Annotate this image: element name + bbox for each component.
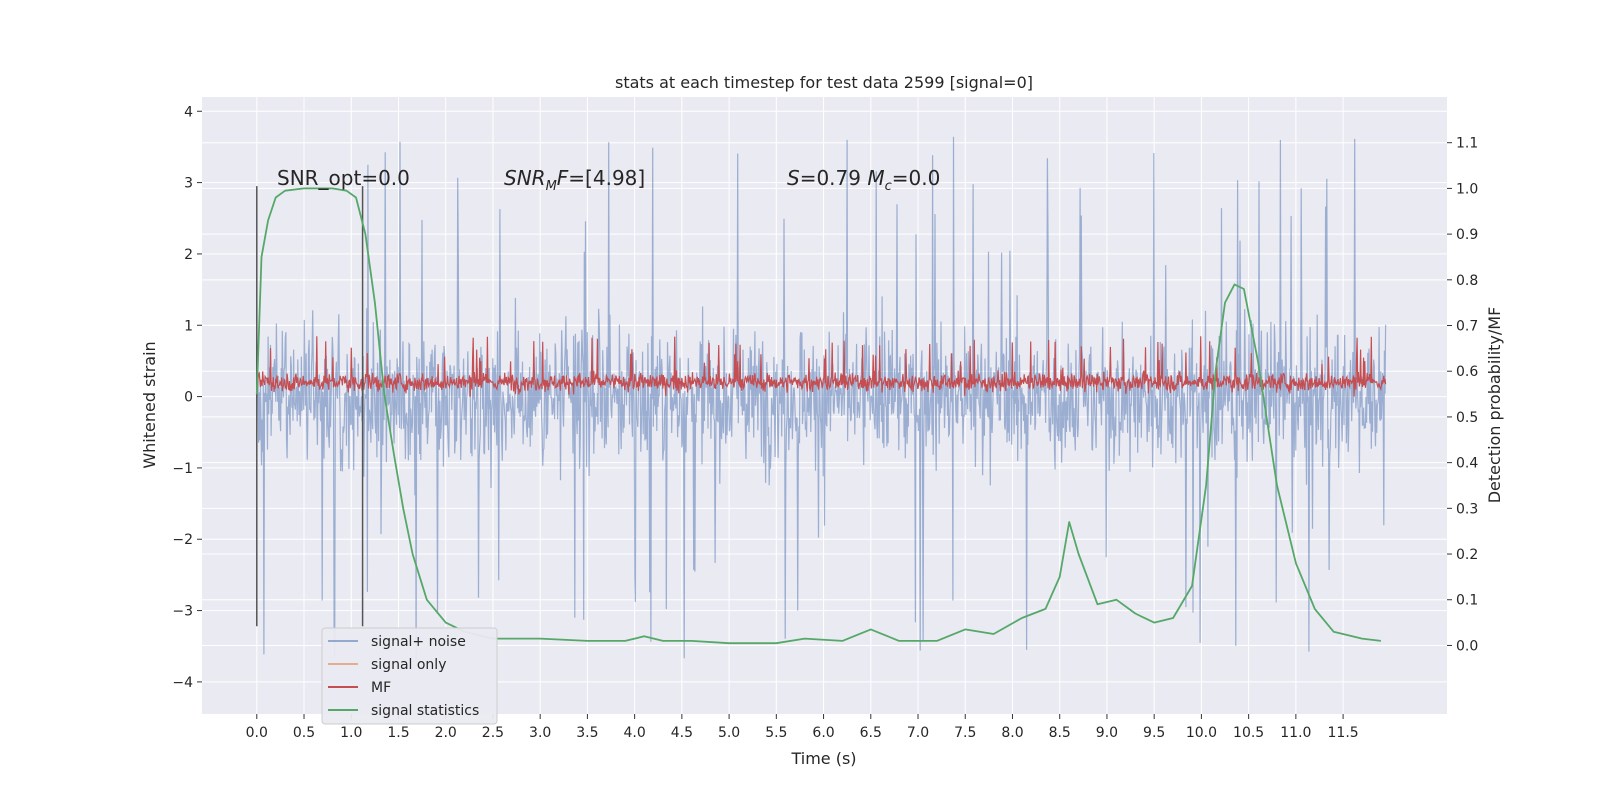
legend-label-mf: MF xyxy=(371,680,391,696)
y-tick-label: 1 xyxy=(184,318,193,334)
legend-label-signal-only: signal only xyxy=(371,657,446,673)
y2-tick-label: 0.3 xyxy=(1456,501,1478,517)
annotation-snr-opt: SNR_opt=0.0 xyxy=(277,166,410,190)
y-tick-label: −1 xyxy=(172,461,193,477)
y-tick-label: −3 xyxy=(172,604,193,620)
x-tick-label: 6.5 xyxy=(860,725,882,741)
y2-tick-label: 0.1 xyxy=(1456,593,1478,609)
signal-statistics-line xyxy=(255,187,1382,645)
y2-tick-label: 0.8 xyxy=(1456,273,1478,289)
legend-label-signal-statistics: signal statistics xyxy=(371,703,479,719)
y-tick-label: −2 xyxy=(172,532,193,548)
y-axis-label: Whitened strain xyxy=(140,341,159,468)
x-tick-label: 11.5 xyxy=(1328,725,1359,741)
x-tick-label: 0.5 xyxy=(293,725,315,741)
x-tick-label: 4.0 xyxy=(623,725,645,741)
x-tick-label: 2.0 xyxy=(435,725,457,741)
y2-tick-label: 0.9 xyxy=(1456,227,1478,243)
x-tick-label: 11.0 xyxy=(1280,725,1311,741)
legend: signal+ noise signal only MF signal stat… xyxy=(321,627,498,725)
chart-title: stats at each timestep for test data 259… xyxy=(615,73,1033,92)
y-tick-label: 3 xyxy=(184,176,193,192)
series-signal-statistics xyxy=(255,187,1382,645)
legend-entry-signal-noise: signal+ noise xyxy=(328,634,466,650)
x-tick-label: 2.5 xyxy=(482,725,504,741)
x-tick-label: 4.5 xyxy=(671,725,693,741)
x-tick-label: 3.0 xyxy=(529,725,551,741)
legend-entry-signal-statistics: signal statistics xyxy=(328,703,479,719)
x-tick-label: 0.0 xyxy=(246,725,268,741)
series-signal-noise xyxy=(256,136,1387,660)
y2-tick-label: 0.4 xyxy=(1456,456,1478,472)
y-axis-right: 1.1 1.0 0.9 0.8 0.7 0.6 0.5 0.4 0.3 0.2 0.1 0.0 xyxy=(1447,136,1478,654)
y2-tick-label: 0.5 xyxy=(1456,410,1478,426)
legend-label-signal-noise: signal+ noise xyxy=(371,634,466,650)
x-tick-label: 5.5 xyxy=(765,725,787,741)
series-mf xyxy=(256,336,1387,397)
x-tick-label: 10.0 xyxy=(1186,725,1217,741)
y2-tick-label: 0.2 xyxy=(1456,547,1478,563)
y2-tick-label: 0.7 xyxy=(1456,319,1478,335)
x-tick-label: 10.5 xyxy=(1233,725,1264,741)
y-tick-label: 0 xyxy=(184,390,193,406)
x-tick-label: 5.0 xyxy=(718,725,740,741)
y2-tick-label: 1.1 xyxy=(1456,136,1478,152)
signal-noise-line xyxy=(256,136,1387,660)
y2-tick-label: 0.6 xyxy=(1456,364,1478,380)
x-tick-label: 9.5 xyxy=(1143,725,1165,741)
x-tick-label: 1.0 xyxy=(340,725,362,741)
x-tick-label: 1.5 xyxy=(387,725,409,741)
y-tick-label: −4 xyxy=(172,675,193,691)
x-tick-label: 9.0 xyxy=(1096,725,1118,741)
annotation-snr-mf: SNRMF=[4.98] xyxy=(504,166,645,194)
legend-box xyxy=(321,627,498,725)
x-tick-label: 6.0 xyxy=(812,725,834,741)
x-tick-label: 7.0 xyxy=(907,725,929,741)
vertical-markers xyxy=(256,186,364,627)
y-axis-left: 4 3 2 1 0 −1 −2 −3 −4 xyxy=(172,104,202,691)
y2-tick-label: 0.0 xyxy=(1456,638,1478,654)
x-tick-label: 7.5 xyxy=(954,725,976,741)
legend-entry-mf: MF xyxy=(328,680,391,696)
y2-tick-label: 1.0 xyxy=(1456,181,1478,197)
y2-axis-label: Detection probability/MF xyxy=(1485,307,1504,504)
x-axis: 0.0 0.5 1.0 1.5 2.0 2.5 3.0 3.5 4.0 4.5 5.0 5.5 6.0 6… xyxy=(246,714,1359,741)
annotation-s-mc: S=0.79 Mc=0.0 xyxy=(787,166,940,194)
x-tick-label: 8.0 xyxy=(1001,725,1023,741)
y-tick-label: 4 xyxy=(184,104,193,120)
x-axis-label: Time (s) xyxy=(790,749,856,768)
x-tick-label: 3.5 xyxy=(576,725,598,741)
mf-line xyxy=(256,336,1387,397)
y-tick-label: 2 xyxy=(184,247,193,263)
legend-entry-signal-only: signal only xyxy=(328,657,446,673)
x-tick-label: 8.5 xyxy=(1049,725,1071,741)
